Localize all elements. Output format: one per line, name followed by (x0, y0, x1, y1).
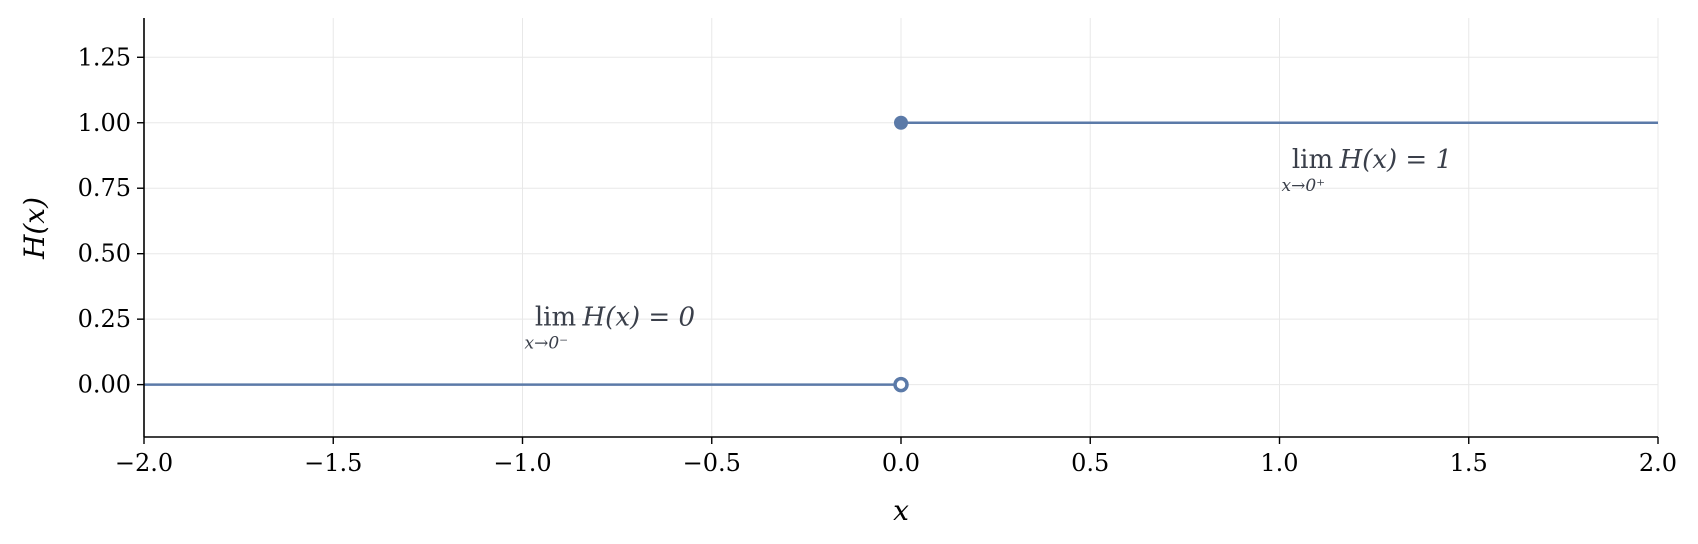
grid (143, 18, 1659, 437)
annotation-lim: lim (1292, 145, 1333, 175)
y-tick-label: 0.00 (78, 371, 131, 399)
y-tick-label: 0.25 (78, 305, 131, 333)
x-tick-label: −1.5 (304, 449, 362, 477)
x-tick-label: 0.5 (1071, 449, 1109, 477)
y-tick-label: 1.25 (78, 43, 131, 71)
filled-point (894, 115, 908, 130)
annotation-lim: lim (535, 302, 576, 332)
open-point (893, 376, 909, 393)
y-tick-label: 0.75 (78, 174, 131, 202)
points (893, 115, 909, 393)
y-tick-label: 1.00 (78, 109, 131, 137)
y-tick-label: 0.50 (78, 240, 131, 268)
annotation-expression: H(x) = 1 (1339, 145, 1452, 175)
x-tick-label: 1.5 (1450, 449, 1488, 477)
y-axis-label: H(x) (18, 197, 51, 260)
x-tick-label: 0.0 (882, 449, 920, 477)
x-tick-label: 1.0 (1260, 449, 1298, 477)
x-tick-label: −0.5 (683, 449, 741, 477)
annotation-subscript: x→0⁻ (525, 333, 569, 353)
x-tick-label: −2.0 (115, 449, 173, 477)
annotation-expression: H(x) = 0 (582, 302, 695, 332)
x-tick-label: 2.0 (1639, 449, 1677, 477)
x-axis-label: x (893, 494, 909, 527)
x-ticks: −2.0 −1.5 −1.0 −0.5 0.0 0.5 1.0 1.5 2.0 (115, 437, 1677, 477)
x-tick-label: −1.0 (493, 449, 551, 477)
series (144, 121, 1658, 386)
annotation-subscript: x→0⁺ (1282, 176, 1326, 196)
y-ticks: 0.00 0.25 0.50 0.75 1.00 1.25 (78, 43, 144, 399)
